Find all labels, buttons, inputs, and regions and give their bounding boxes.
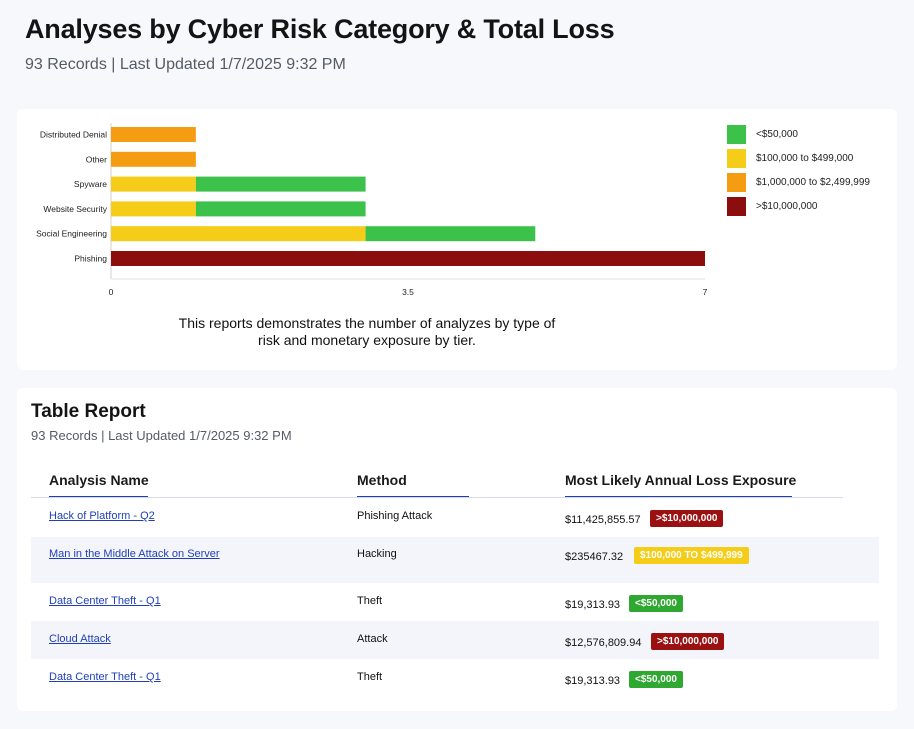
bar-segment[interactable] <box>195 176 366 192</box>
legend-label: >$10,000,000 <box>756 201 818 212</box>
bar-segment[interactable] <box>111 201 196 217</box>
bar-segment[interactable] <box>111 151 196 167</box>
header-divider <box>31 497 843 498</box>
table-subtitle: 93 Records | Last Updated 1/7/2025 9:32 … <box>31 428 292 443</box>
table-card: Table Report 93 Records | Last Updated 1… <box>17 388 897 711</box>
category-label: Distributed Denial <box>40 130 107 140</box>
analysis-link[interactable]: Man in the Middle Attack on Server <box>49 548 220 560</box>
table-row: Data Center Theft - Q1 Theft $19,313.93 … <box>31 583 879 621</box>
chart-caption: This reports demonstrates the number of … <box>178 315 556 348</box>
bar-chart: Distributed Denial Other Spyware Website Se… <box>36 123 708 297</box>
status-badge: <$50,000 <box>629 595 683 612</box>
method-cell: Theft <box>357 671 383 683</box>
amount-cell: $19,313.93 <box>565 599 621 611</box>
method-cell: Phishing Attack <box>357 510 433 522</box>
x-tick-label: 3.5 <box>402 287 414 297</box>
bar-segment[interactable] <box>111 226 366 242</box>
legend-swatch <box>727 173 746 192</box>
category-label: Phishing <box>74 254 107 264</box>
page-title: Analyses by Cyber Risk Category & Total … <box>25 14 615 44</box>
method-cell: Hacking <box>357 548 397 560</box>
table-row: Cloud Attack Attack $12,576,809.94 >$10,… <box>31 621 879 659</box>
chart-card: Distributed Denial Other Spyware Website Se… <box>17 109 897 370</box>
status-badge: <$50,000 <box>629 671 683 688</box>
analysis-link[interactable]: Data Center Theft - Q1 <box>49 595 161 607</box>
legend-swatch <box>727 125 746 144</box>
table-row: Hack of Platform - Q2 Phishing Attack $1… <box>31 499 879 537</box>
column-header-loss-exposure[interactable]: Most Likely Annual Loss Exposure <box>565 472 797 488</box>
table-title: Table Report <box>31 401 146 422</box>
legend-swatch <box>727 149 746 168</box>
amount-cell: $235467.32 <box>565 551 624 563</box>
status-badge: >$10,000,000 <box>650 510 724 527</box>
analysis-link[interactable]: Data Center Theft - Q1 <box>49 671 161 683</box>
legend-label: $1,000,000 to $2,499,999 <box>756 177 870 188</box>
column-header-method[interactable]: Method <box>357 472 407 488</box>
legend-label: <$50,000 <box>756 129 798 140</box>
table-row: Data Center Theft - Q1 Theft $19,313.93 … <box>31 659 879 697</box>
analysis-link[interactable]: Hack of Platform - Q2 <box>49 510 155 522</box>
column-header-analysis-name[interactable]: Analysis Name <box>49 472 149 488</box>
status-badge: $100,000 TO $499,999 <box>634 547 749 564</box>
legend-swatch <box>727 197 746 216</box>
analysis-link[interactable]: Cloud Attack <box>49 633 111 645</box>
amount-cell: $11,425,855.57 <box>565 514 641 526</box>
method-cell: Attack <box>357 633 388 645</box>
legend-label: $100,000 to $499,000 <box>756 153 854 164</box>
status-badge: >$10,000,000 <box>651 633 725 650</box>
method-cell: Theft <box>357 595 383 607</box>
category-label: Other <box>86 154 107 164</box>
x-tick-label: 0 <box>109 287 114 297</box>
amount-cell: $12,576,809.94 <box>565 637 642 649</box>
bar-segment[interactable] <box>111 251 705 266</box>
bar-segment[interactable] <box>365 226 536 242</box>
bar-segment[interactable] <box>111 176 196 192</box>
table-row: Man in the Middle Attack on Server Hacki… <box>31 537 879 583</box>
category-label: Website Security <box>43 204 107 214</box>
bar-segment[interactable] <box>195 201 366 217</box>
x-tick-label: 7 <box>703 287 708 297</box>
category-label: Social Engineering <box>36 229 107 239</box>
bar-segment[interactable] <box>111 127 196 142</box>
category-label: Spyware <box>74 179 107 189</box>
amount-cell: $19,313.93 <box>565 675 621 687</box>
page-subtitle: 93 Records | Last Updated 1/7/2025 9:32 … <box>25 56 346 73</box>
